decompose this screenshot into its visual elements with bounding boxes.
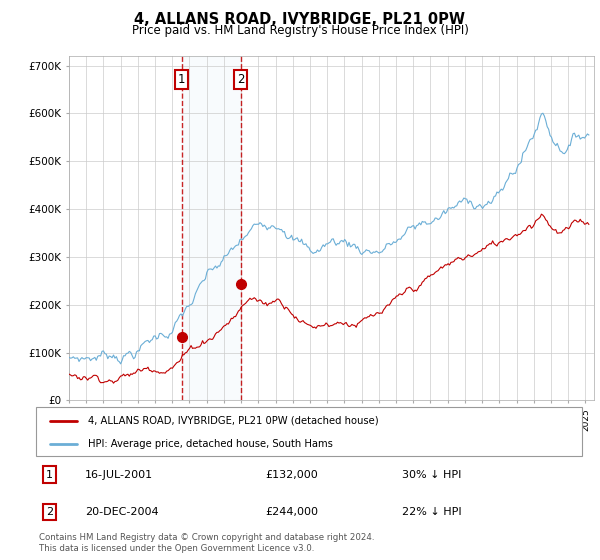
Text: 1: 1 bbox=[178, 73, 185, 86]
Text: 4, ALLANS ROAD, IVYBRIDGE, PL21 0PW: 4, ALLANS ROAD, IVYBRIDGE, PL21 0PW bbox=[134, 12, 466, 27]
Text: 30% ↓ HPI: 30% ↓ HPI bbox=[402, 470, 461, 479]
Text: £244,000: £244,000 bbox=[265, 507, 319, 517]
Text: 2: 2 bbox=[237, 73, 244, 86]
Bar bbox=[182, 56, 241, 400]
Text: 20-DEC-2004: 20-DEC-2004 bbox=[85, 507, 159, 517]
Text: £132,000: £132,000 bbox=[265, 470, 318, 479]
Text: 2: 2 bbox=[46, 507, 53, 517]
Text: 1: 1 bbox=[46, 470, 53, 479]
Text: 22% ↓ HPI: 22% ↓ HPI bbox=[402, 507, 461, 517]
Text: 4, ALLANS ROAD, IVYBRIDGE, PL21 0PW (detached house): 4, ALLANS ROAD, IVYBRIDGE, PL21 0PW (det… bbox=[88, 416, 379, 426]
Text: HPI: Average price, detached house, South Hams: HPI: Average price, detached house, Sout… bbox=[88, 438, 333, 449]
FancyBboxPatch shape bbox=[36, 407, 582, 456]
Text: Price paid vs. HM Land Registry's House Price Index (HPI): Price paid vs. HM Land Registry's House … bbox=[131, 24, 469, 36]
Text: Contains HM Land Registry data © Crown copyright and database right 2024.
This d: Contains HM Land Registry data © Crown c… bbox=[39, 533, 374, 553]
Text: 16-JUL-2001: 16-JUL-2001 bbox=[85, 470, 153, 479]
